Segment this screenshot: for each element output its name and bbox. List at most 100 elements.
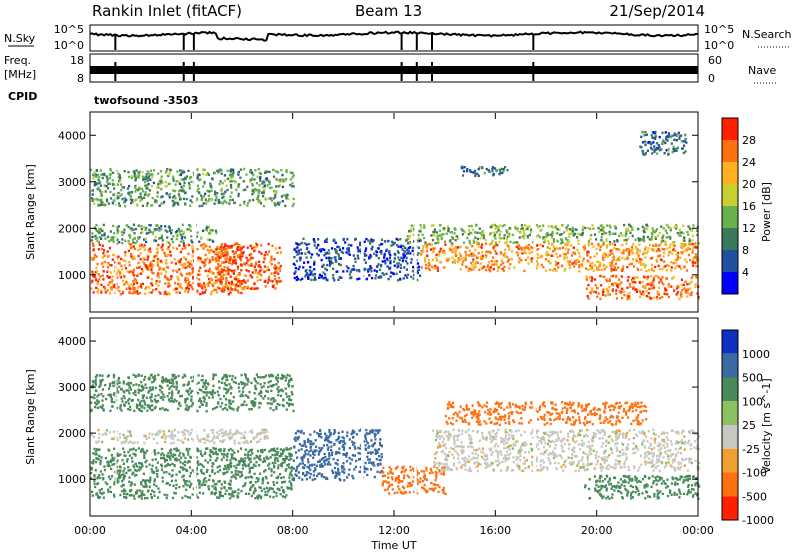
heatmap-cell <box>412 246 415 250</box>
heatmap-cell <box>603 267 606 271</box>
heatmap-cell <box>636 267 639 270</box>
heatmap-cell <box>504 241 507 245</box>
heatmap-cell <box>277 475 280 478</box>
heatmap-cell <box>163 454 166 457</box>
heatmap-cell <box>365 428 368 432</box>
heatmap-cell <box>139 462 142 465</box>
heatmap-cell <box>320 276 323 279</box>
heatmap-cell <box>553 248 556 251</box>
heatmap-cell <box>254 464 257 468</box>
heatmap-cell <box>621 287 624 290</box>
heatmap-cell <box>291 182 294 185</box>
heatmap-cell <box>226 266 229 269</box>
heatmap-cell <box>582 225 585 229</box>
heatmap-cell <box>436 234 439 237</box>
heatmap-cell <box>218 277 221 280</box>
heatmap-cell <box>294 451 298 454</box>
heatmap-cell <box>214 251 217 254</box>
heatmap-cell <box>323 248 326 252</box>
heatmap-cell <box>169 277 173 281</box>
heatmap-cell <box>503 255 506 258</box>
heatmap-cell <box>430 469 433 472</box>
heatmap-cell <box>97 288 100 291</box>
heatmap-cell <box>319 459 322 462</box>
heatmap-cell <box>520 224 523 227</box>
heatmap-cell <box>200 471 204 474</box>
heatmap-cell <box>558 247 561 250</box>
heatmap-cell <box>523 233 526 236</box>
heatmap-cell <box>119 476 122 479</box>
heatmap-cell <box>131 285 135 288</box>
heatmap-cell <box>416 253 419 256</box>
heatmap-cell <box>657 291 660 295</box>
heatmap-cell <box>491 167 494 171</box>
heatmap-cell <box>127 170 130 174</box>
heatmap-cell <box>432 247 435 250</box>
heatmap-cell <box>545 235 548 238</box>
heatmap-cell <box>241 464 244 467</box>
heatmap-cell <box>168 182 171 185</box>
heatmap-cell <box>155 224 158 227</box>
heatmap-cell <box>277 185 280 188</box>
heatmap-cell <box>350 432 353 436</box>
heatmap-cell <box>613 268 616 271</box>
heatmap-cell <box>602 241 605 244</box>
heatmap-cell <box>221 453 224 456</box>
heatmap-cell <box>117 225 121 228</box>
heatmap-cell <box>167 291 170 295</box>
heatmap-cell <box>90 477 93 480</box>
heatmap-cell <box>603 232 606 235</box>
heatmap-cell <box>435 265 438 269</box>
heatmap-cell <box>453 250 456 253</box>
heatmap-cell <box>148 286 151 289</box>
heatmap-cell <box>244 274 247 277</box>
heatmap-cell <box>292 459 295 462</box>
heatmap-cell <box>103 232 106 235</box>
heatmap-cell <box>662 234 665 237</box>
heatmap-cell <box>334 462 337 465</box>
heatmap-cell <box>589 256 592 259</box>
heatmap-cell <box>493 263 496 266</box>
heatmap-cell <box>380 470 384 473</box>
heatmap-cell <box>500 263 503 266</box>
heatmap-cell <box>212 240 215 243</box>
heatmap-cell <box>355 433 358 436</box>
heatmap-cell <box>131 191 134 194</box>
heatmap-cell <box>210 291 213 295</box>
heatmap-cell <box>300 241 303 245</box>
heatmap-cell <box>691 251 694 254</box>
heatmap-cell <box>184 280 187 284</box>
heatmap-cell <box>674 249 677 252</box>
heatmap-cell <box>118 289 121 293</box>
heatmap-cell <box>244 476 247 479</box>
heatmap-cell <box>342 443 345 446</box>
heatmap-cell <box>611 284 614 287</box>
heatmap-cell <box>645 269 648 273</box>
heatmap-cell <box>543 240 546 244</box>
heatmap-cell <box>164 465 167 468</box>
heatmap-cell <box>155 466 158 469</box>
heatmap-cell <box>189 199 192 202</box>
heatmap-cell <box>128 175 131 179</box>
heatmap-cell <box>141 260 144 264</box>
heatmap-cell <box>676 255 680 258</box>
heatmap-cell <box>375 458 378 461</box>
heatmap-cell <box>349 462 352 465</box>
heatmap-cell <box>282 180 285 183</box>
heatmap-cell <box>153 480 156 483</box>
heatmap-cell <box>639 263 643 267</box>
heatmap-cell <box>118 271 122 274</box>
heatmap-cell <box>368 267 371 271</box>
heatmap-cell <box>268 488 271 491</box>
heatmap-cell <box>482 236 485 240</box>
heatmap-cell <box>578 255 581 258</box>
heatmap-cell <box>531 250 534 254</box>
heatmap-cell <box>158 181 161 184</box>
heatmap-cell <box>474 248 477 252</box>
heatmap-cell <box>148 247 151 251</box>
heatmap-cell <box>101 234 104 237</box>
heatmap-cell <box>644 246 647 249</box>
heatmap-cell <box>124 454 127 458</box>
heatmap-cell <box>318 472 321 475</box>
heatmap-cell <box>181 466 184 469</box>
